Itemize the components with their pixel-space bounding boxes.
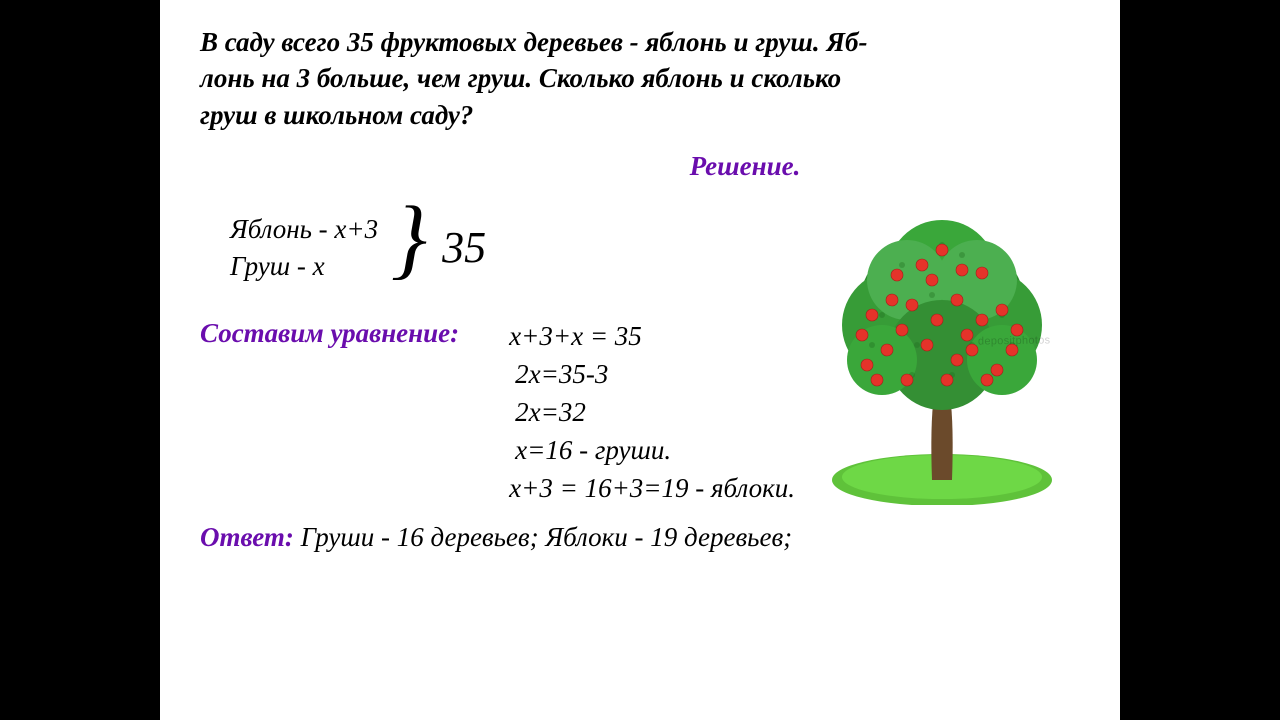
watermark-text: depositphotos [977, 334, 1050, 347]
setup-total: 35 [442, 222, 486, 273]
equation-line-5: x+3 = 16+3=19 - яблоки. [509, 470, 795, 508]
problem-statement: В саду всего 35 фруктовых деревьев - ябл… [200, 24, 1080, 133]
setup-pears: Груш - x [230, 248, 378, 284]
equation-line-2: 2x=35-3 [515, 356, 795, 394]
solution-heading: Решение. [670, 151, 820, 182]
answer-row: Ответ: Груши - 16 деревьев; Яблоки - 19 … [200, 522, 1080, 553]
equation-line-3: 2x=32 [515, 394, 795, 432]
equation-line-4: x=16 - груши. [515, 432, 795, 470]
problem-line-3: груш в школьном саду? [200, 100, 473, 130]
answer-label: Ответ: [200, 522, 294, 552]
setup-lines: Яблонь - x+3 Груш - x [230, 211, 378, 284]
problem-line-2: лонь на 3 больше, чем груш. Сколько ябло… [200, 63, 841, 93]
apple-tree-icon [812, 205, 1072, 505]
curly-brace-icon: } [383, 207, 433, 288]
problem-line-1: В саду всего 35 фруктовых деревьев - ябл… [200, 27, 867, 57]
apple-tree-illustration [812, 205, 1072, 505]
setup-apples: Яблонь - x+3 [230, 211, 378, 247]
equation-lines: x+3+x = 35 2x=35-3 2x=32 x=16 - груши. x… [509, 318, 795, 507]
equation-label: Составим уравнение: [200, 318, 459, 349]
answer-text: Груши - 16 деревьев; Яблоки - 19 деревье… [301, 522, 793, 552]
slide: В саду всего 35 фруктовых деревьев - ябл… [160, 0, 1120, 720]
equation-line-1: x+3+x = 35 [509, 318, 795, 356]
